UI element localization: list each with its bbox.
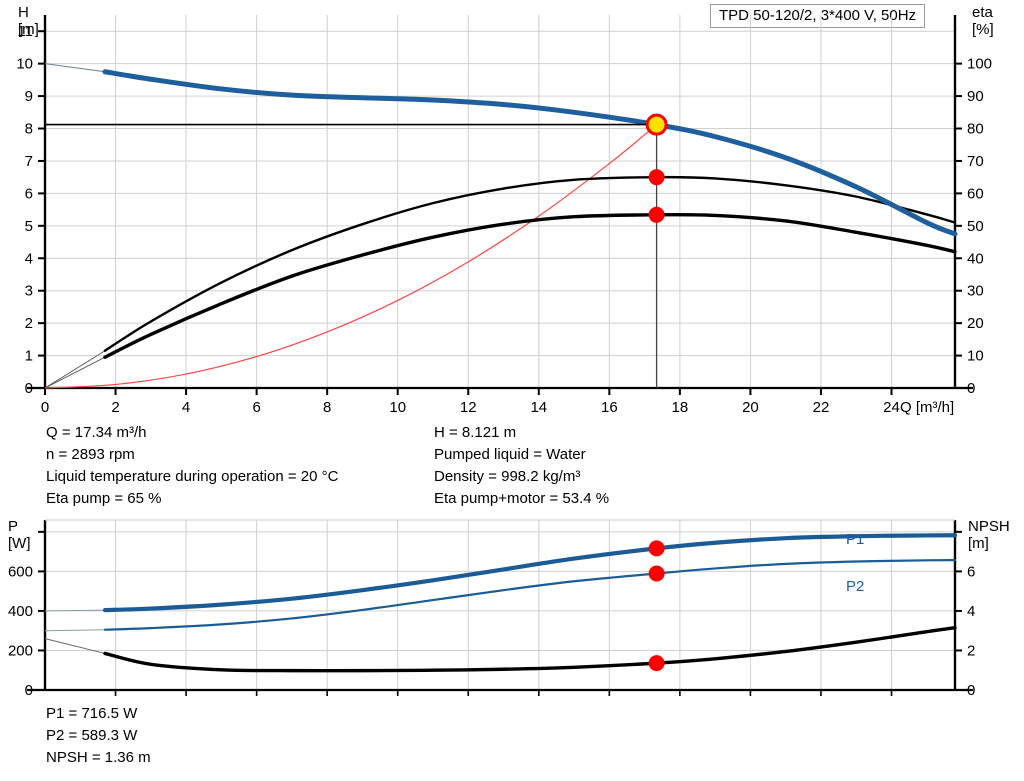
readout-npsh: NPSH = 1.36 m	[46, 749, 151, 766]
tick-label-h: 5	[25, 218, 33, 235]
tick-label-h: 1	[25, 348, 33, 365]
tick-label-q: 16	[601, 399, 618, 416]
tick-label-h: 6	[25, 185, 33, 202]
tick-label-npsh: 0	[967, 682, 975, 699]
tick-label-q: 22	[813, 399, 830, 416]
tick-label-q: 10	[389, 399, 406, 416]
tick-label-h: 0	[25, 380, 33, 397]
tick-label-eta: 70	[967, 153, 984, 170]
tick-label-eta: 80	[967, 121, 984, 138]
readout-density: Density = 998.2 kg/m³	[434, 468, 581, 485]
tick-label-eta: 40	[967, 250, 984, 267]
tick-label-q: 24	[883, 399, 900, 416]
system-curve	[44, 124, 657, 389]
npsh-curve	[103, 626, 957, 673]
readout-h: H = 8.121 m	[434, 424, 517, 441]
tick-label-q: 0	[41, 399, 49, 416]
tick-label-eta: 30	[967, 283, 984, 300]
x-axis-title: Q [m³/h]	[900, 399, 954, 416]
tick-label-h: 11	[17, 23, 33, 40]
readout-pumped-liquid: Pumped liquid = Water	[434, 446, 586, 463]
tick-label-q: 20	[742, 399, 759, 416]
eta-pump-motor-curve	[103, 212, 957, 359]
p2-curve-label: P2	[846, 578, 865, 595]
tick-label-p: 600	[8, 563, 33, 580]
p2-curve	[103, 559, 957, 631]
tick-label-npsh: 2	[967, 642, 975, 659]
tick-label-h: 2	[25, 315, 33, 332]
head-curve-leader	[44, 63, 106, 73]
tick-label-h: 3	[25, 283, 33, 300]
tick-label-eta: 60	[967, 185, 984, 202]
tick-label-h: 9	[25, 88, 33, 105]
duty-point-head[interactable]	[645, 113, 668, 136]
eta-pump-motor-curve-leader	[44, 356, 106, 389]
duty-point-eta-pump-motor[interactable]	[648, 206, 665, 223]
top-right-axis-title: eta [%]	[972, 4, 994, 38]
p2-curve-leader	[44, 629, 105, 632]
readout-q: Q = 17.34 m³/h	[46, 424, 147, 441]
tick-label-eta: 100	[967, 56, 992, 73]
readout-p2: P2 = 589.3 W	[46, 727, 138, 744]
bottom-right-axis-title: NPSH [m]	[968, 518, 1010, 552]
tick-label-npsh: 4	[967, 603, 975, 620]
model-title-box: TPD 50-120/2, 3*400 V, 50Hz	[710, 4, 926, 28]
p1-curve	[102, 533, 958, 613]
tick-label-h: 4	[25, 250, 33, 267]
tick-label-npsh: 6	[967, 563, 975, 580]
duty-point-p1[interactable]	[648, 540, 665, 557]
eta-pump-curve-leader	[44, 350, 106, 389]
tick-label-p: 0	[25, 682, 33, 699]
eta-pump-curve	[103, 175, 957, 352]
tick-label-h: 10	[16, 56, 33, 73]
readout-eta-pump-motor: Eta pump+motor = 53.4 %	[434, 490, 610, 507]
tick-label-eta: 90	[967, 88, 984, 105]
tick-label-h: 7	[25, 153, 33, 170]
tick-label-q: 8	[323, 399, 331, 416]
tick-label-q: 6	[252, 399, 260, 416]
tick-label-p: 400	[8, 603, 33, 620]
tick-label-eta: 20	[967, 315, 984, 332]
power-npsh-chart: 0 200 400 600 0 2 4 6	[8, 519, 975, 699]
duty-point-p2[interactable]	[648, 565, 665, 582]
tick-label-q: 14	[530, 399, 547, 416]
top-left-axis-title: H [m]	[18, 4, 39, 38]
tick-label-eta: 0	[967, 380, 975, 397]
tick-label-eta: 50	[967, 218, 984, 235]
readout-p1: P1 = 716.5 W	[46, 705, 138, 722]
p1-curve-label: P1	[846, 531, 865, 548]
tick-label-q: 18	[672, 399, 689, 416]
bottom-left-axis-title: P [W]	[8, 518, 31, 552]
tick-label-p: 200	[8, 642, 33, 659]
duty-point-npsh[interactable]	[648, 655, 665, 672]
readout-liquid-temp: Liquid temperature during operation = 20…	[46, 468, 339, 485]
duty-point-eta-pump[interactable]	[648, 169, 665, 186]
tick-label-h: 8	[25, 121, 33, 138]
tick-label-q: 12	[460, 399, 477, 416]
p1-curve-leader	[44, 609, 105, 612]
tick-label-eta: 10	[967, 348, 984, 365]
npsh-curve-leader	[44, 638, 106, 654]
tick-label-q: 2	[111, 399, 119, 416]
readout-eta-pump: Eta pump = 65 %	[46, 490, 162, 507]
tick-label-q: 4	[182, 399, 190, 416]
head-curve	[102, 69, 958, 237]
readout-n: n = 2893 rpm	[46, 446, 135, 463]
